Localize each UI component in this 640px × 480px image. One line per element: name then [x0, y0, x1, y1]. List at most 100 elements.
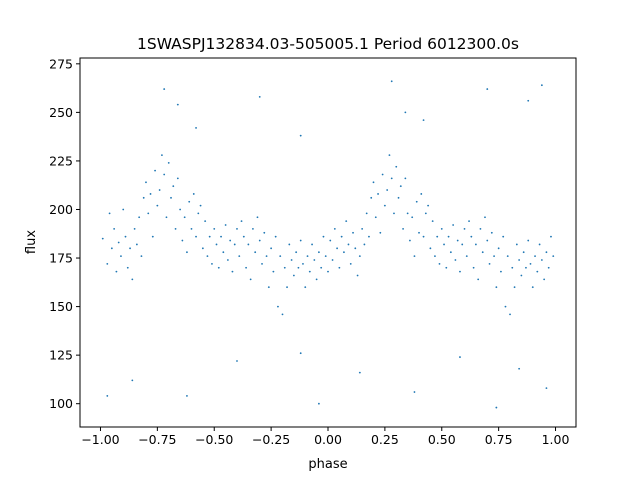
data-point [547, 266, 550, 269]
data-point [452, 224, 455, 226]
data-point [236, 360, 238, 362]
data-point [110, 247, 113, 250]
y-tick-label: 150 [49, 299, 73, 314]
y-tick-label: 275 [49, 56, 73, 71]
data-point [204, 220, 207, 223]
x-tick-label: 0.75 [485, 432, 513, 447]
data-point [279, 255, 282, 257]
data-point [518, 259, 521, 261]
data-point [515, 243, 518, 246]
data-point [117, 241, 120, 244]
y-tick-label: 225 [49, 153, 73, 168]
y-tick-label: 200 [49, 202, 73, 217]
data-point [358, 255, 361, 257]
data-point [390, 177, 393, 180]
data-point [258, 239, 261, 242]
data-point [131, 278, 134, 281]
data-point [354, 247, 357, 250]
data-point [347, 243, 350, 246]
data-point [495, 406, 498, 409]
x-tick-label: 0.25 [371, 432, 399, 447]
data-point [181, 239, 184, 242]
data-point [113, 228, 116, 230]
data-point [525, 266, 527, 269]
data-point [252, 228, 254, 230]
x-tick-label: 0.00 [314, 432, 342, 447]
data-point [429, 247, 432, 250]
data-point [322, 235, 325, 238]
data-point [424, 212, 427, 215]
data-point [186, 251, 188, 254]
data-point [149, 193, 152, 195]
data-point [461, 243, 464, 246]
data-point [518, 367, 521, 370]
data-point [222, 251, 225, 254]
data-point [531, 286, 534, 289]
data-point [374, 216, 377, 219]
data-point [295, 251, 298, 254]
data-point [170, 196, 172, 199]
data-point [490, 231, 493, 234]
data-point [261, 262, 263, 265]
data-point [172, 185, 175, 188]
data-point [306, 255, 309, 257]
data-point [288, 243, 291, 246]
data-point [304, 286, 307, 289]
data-point [340, 235, 343, 238]
data-point [413, 255, 416, 257]
data-point [522, 251, 525, 254]
data-point [349, 262, 352, 265]
data-point [299, 352, 302, 355]
data-point [138, 216, 141, 219]
data-point [381, 173, 384, 176]
data-point [106, 262, 109, 265]
data-point [265, 255, 268, 257]
data-point [226, 259, 229, 261]
data-point [504, 305, 507, 308]
data-point [459, 270, 461, 273]
data-point [199, 204, 202, 207]
data-point [474, 243, 477, 246]
data-point [302, 262, 304, 265]
data-point [333, 228, 336, 230]
data-point [390, 80, 393, 83]
data-point [195, 127, 197, 129]
data-point [165, 216, 168, 219]
data-point [511, 266, 514, 269]
data-point [224, 224, 227, 226]
data-point [484, 216, 486, 219]
data-point [242, 235, 245, 238]
data-point [365, 212, 368, 215]
data-point [120, 255, 122, 257]
data-point [258, 95, 261, 98]
data-point [456, 239, 459, 242]
data-point [236, 228, 238, 230]
data-point [192, 193, 195, 195]
data-point [550, 235, 552, 238]
y-axis-ticks: 100 125 150 175 200 225 250 275 [49, 56, 80, 411]
data-point [263, 231, 266, 234]
data-point [447, 235, 450, 238]
data-point [272, 270, 275, 273]
data-point [463, 228, 466, 230]
x-axis-ticks: −1.00 −0.75 −0.50 −0.25 0.00 0.25 0.50 0.75 1.00 [81, 427, 569, 447]
data-point [131, 379, 134, 382]
data-point [402, 228, 404, 230]
data-point [311, 243, 313, 246]
data-point [318, 402, 320, 405]
data-point [254, 251, 257, 254]
chart-title: 1SWASPJ132834.03-505005.1 Period 6012300… [137, 35, 519, 53]
data-point [427, 204, 430, 207]
data-point [158, 189, 161, 191]
data-point [145, 181, 147, 184]
data-point [445, 266, 448, 269]
y-tick-label: 100 [49, 396, 73, 411]
data-point [318, 251, 320, 254]
data-point [481, 251, 484, 254]
data-point [383, 204, 386, 207]
data-point [459, 356, 461, 358]
data-point [135, 243, 138, 246]
data-point [497, 247, 500, 250]
data-point [195, 235, 197, 238]
